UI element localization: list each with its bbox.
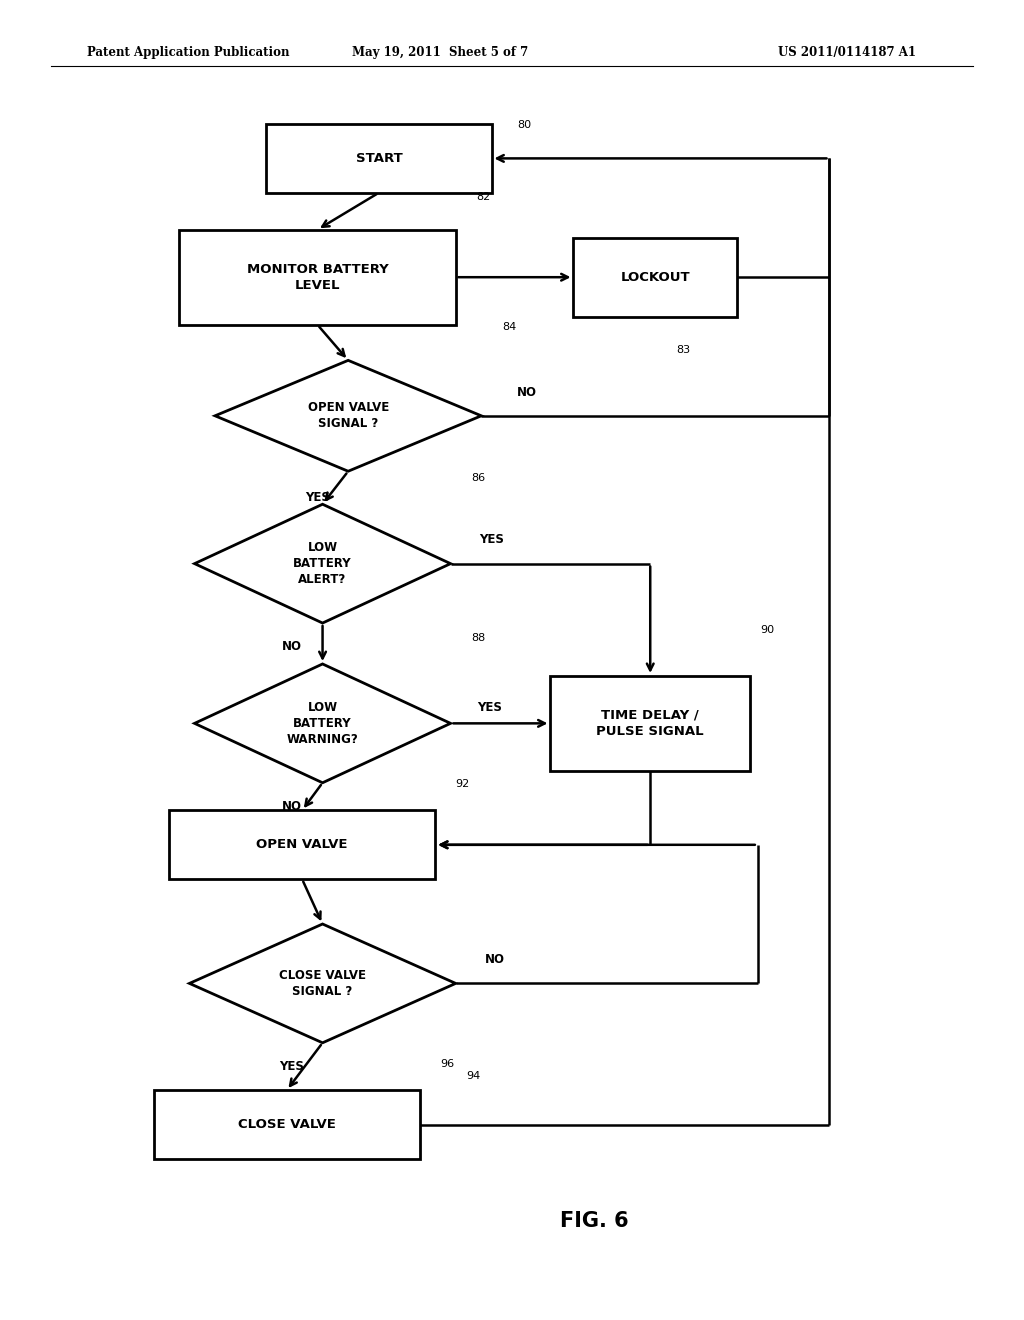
Text: NO: NO <box>282 640 302 653</box>
Text: YES: YES <box>477 701 502 714</box>
Text: 88: 88 <box>471 632 485 643</box>
Text: 80: 80 <box>517 120 531 131</box>
Polygon shape <box>195 504 451 623</box>
Text: OPEN VALVE: OPEN VALVE <box>256 838 348 851</box>
Text: YES: YES <box>479 533 504 546</box>
Bar <box>154 1090 420 1159</box>
Text: TIME DELAY /
PULSE SIGNAL: TIME DELAY / PULSE SIGNAL <box>596 709 705 738</box>
Text: START: START <box>355 152 402 165</box>
Text: 96: 96 <box>440 1059 455 1069</box>
Polygon shape <box>215 360 481 471</box>
Text: LOCKOUT: LOCKOUT <box>621 271 690 284</box>
Text: LOW
BATTERY
WARNING?: LOW BATTERY WARNING? <box>287 701 358 746</box>
Text: MONITOR BATTERY
LEVEL: MONITOR BATTERY LEVEL <box>247 263 388 292</box>
Text: YES: YES <box>280 1060 304 1073</box>
Bar <box>169 810 435 879</box>
Text: 92: 92 <box>456 779 470 789</box>
Text: US 2011/0114187 A1: US 2011/0114187 A1 <box>778 46 916 59</box>
Text: YES: YES <box>305 491 330 504</box>
Polygon shape <box>195 664 451 783</box>
Bar <box>179 230 456 325</box>
Bar <box>551 676 750 771</box>
Text: 82: 82 <box>476 191 490 202</box>
Text: 86: 86 <box>471 473 485 483</box>
Bar <box>266 124 492 193</box>
Text: CLOSE VALVE
SIGNAL ?: CLOSE VALVE SIGNAL ? <box>280 969 366 998</box>
Text: FIG. 6: FIG. 6 <box>559 1210 629 1232</box>
Text: CLOSE VALVE: CLOSE VALVE <box>238 1118 336 1131</box>
Text: LOW
BATTERY
ALERT?: LOW BATTERY ALERT? <box>293 541 352 586</box>
Text: 84: 84 <box>502 322 516 333</box>
Text: 94: 94 <box>466 1071 480 1081</box>
Text: OPEN VALVE
SIGNAL ?: OPEN VALVE SIGNAL ? <box>307 401 389 430</box>
Text: NO: NO <box>517 385 538 399</box>
Polygon shape <box>189 924 456 1043</box>
Text: NO: NO <box>484 953 505 966</box>
Text: Patent Application Publication: Patent Application Publication <box>87 46 290 59</box>
Text: NO: NO <box>282 800 302 813</box>
Bar <box>573 238 737 317</box>
Text: 83: 83 <box>676 345 690 355</box>
Text: 90: 90 <box>760 624 774 635</box>
Text: May 19, 2011  Sheet 5 of 7: May 19, 2011 Sheet 5 of 7 <box>352 46 528 59</box>
